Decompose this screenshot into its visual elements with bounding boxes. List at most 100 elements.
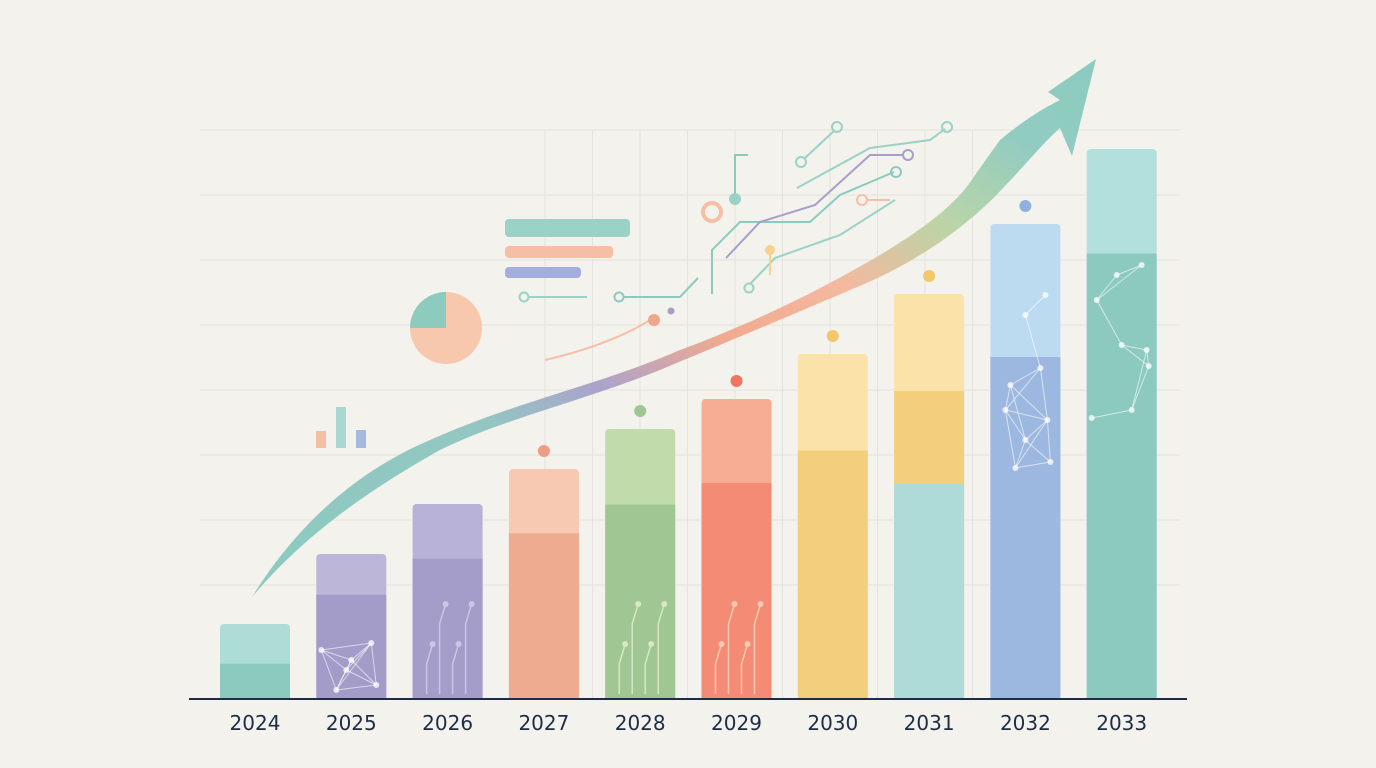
bar-circuit-node	[442, 601, 449, 607]
bar-circuit-node	[744, 641, 751, 647]
bar-circuit-line	[425, 643, 434, 694]
bar-2033-base	[1086, 253, 1157, 699]
network-link	[1046, 419, 1051, 463]
network-node	[1128, 407, 1135, 413]
bar-2032-marker	[1019, 200, 1032, 212]
x-tick-label-2024: 2024	[230, 711, 281, 735]
network-node	[1138, 262, 1145, 268]
network-node	[1093, 297, 1100, 303]
network-link	[345, 642, 372, 671]
bar-2024-base	[220, 663, 290, 699]
bar-2026	[412, 504, 483, 699]
bar-circuit-node	[718, 641, 725, 647]
bar-circuit-line	[740, 643, 749, 694]
network-link	[1004, 384, 1011, 411]
network-link	[1005, 409, 1048, 421]
network-link	[335, 669, 347, 691]
bar-2031-marker	[923, 270, 936, 282]
x-tick-label-2030: 2030	[807, 711, 858, 735]
bar-circuit-node	[455, 641, 462, 647]
network-link	[1096, 264, 1143, 301]
bar-2030-base	[797, 450, 868, 699]
network-node	[348, 657, 355, 663]
network-nodes-icon	[318, 262, 1152, 693]
network-node	[318, 647, 325, 653]
network-link	[335, 642, 372, 691]
mini-bar-chart-icon	[316, 407, 366, 448]
bar-2031-middle	[894, 391, 965, 484]
network-node	[1047, 459, 1054, 465]
network-node	[1044, 417, 1051, 423]
network-link	[320, 649, 347, 671]
bar-2031-bottom	[894, 484, 965, 699]
network-node	[373, 682, 380, 688]
network-node	[1143, 347, 1150, 353]
network-node	[1012, 465, 1019, 471]
network-node	[368, 640, 375, 646]
network-link	[1004, 409, 1026, 441]
bar-2029	[701, 375, 772, 699]
x-tick-label-2032: 2032	[1000, 711, 1051, 735]
network-link	[321, 642, 372, 651]
bar-2033	[1086, 149, 1157, 699]
bar-circuit-line	[451, 643, 460, 694]
bar-circuit-line	[644, 643, 652, 694]
bar-circuit-node	[731, 601, 738, 607]
legend-lines-icon	[505, 219, 630, 303]
network-link	[1116, 264, 1142, 276]
x-tick-label-2031: 2031	[904, 711, 955, 735]
network-link	[321, 649, 352, 661]
circuit-lines-icon	[544, 121, 953, 361]
bar-2026-base	[412, 558, 483, 699]
bar-2025-base	[316, 594, 387, 699]
network-link	[1121, 344, 1150, 367]
bar-2028-marker	[634, 405, 647, 417]
bar-circuit-line	[657, 603, 665, 694]
bar-2031	[894, 270, 965, 699]
x-tick-label-2028: 2028	[615, 711, 666, 735]
bar-circuit-node	[429, 641, 436, 647]
bar-circuit-line	[714, 643, 723, 694]
bar-circuit-node	[622, 641, 629, 647]
network-node	[1118, 342, 1125, 348]
network-node	[1022, 312, 1029, 318]
bar-2024	[220, 624, 290, 699]
bar-circuit-line	[618, 643, 626, 694]
bar-2029-marker	[730, 375, 743, 387]
network-link	[1096, 274, 1118, 301]
network-node	[1037, 365, 1044, 371]
network-node	[1113, 272, 1120, 278]
bar-2032	[990, 200, 1061, 699]
network-node	[1088, 415, 1095, 421]
network-link	[350, 642, 372, 661]
bar-2030	[797, 330, 868, 699]
x-tick-label-2033: 2033	[1096, 711, 1147, 735]
bar-2027-base	[508, 533, 579, 699]
network-link	[1025, 294, 1046, 316]
bar-2027-marker	[537, 445, 550, 457]
network-link	[1131, 349, 1148, 411]
network-link	[1025, 419, 1048, 441]
bar-circuit-node	[661, 601, 668, 607]
bars	[220, 149, 1157, 699]
network-link	[1024, 314, 1041, 369]
network-link	[1004, 409, 1016, 469]
bar-circuit-node	[635, 601, 642, 607]
x-tick-label-2029: 2029	[711, 711, 762, 735]
x-tick-label-2025: 2025	[326, 711, 377, 735]
bar-2027	[508, 445, 579, 699]
bar-2032-base	[990, 357, 1061, 699]
bar-circuit-line	[631, 603, 639, 694]
bar-circuit-line	[727, 603, 736, 694]
network-node	[1022, 437, 1029, 443]
network-link	[1010, 384, 1048, 421]
network-node	[1002, 407, 1009, 413]
network-link	[370, 642, 377, 686]
network-link	[346, 669, 377, 686]
network-node	[333, 687, 340, 693]
network-node	[1145, 363, 1152, 369]
bar-circuit-line	[464, 603, 473, 694]
network-link	[1005, 367, 1041, 411]
network-link	[1091, 409, 1132, 419]
bar-circuit-node	[468, 601, 475, 607]
